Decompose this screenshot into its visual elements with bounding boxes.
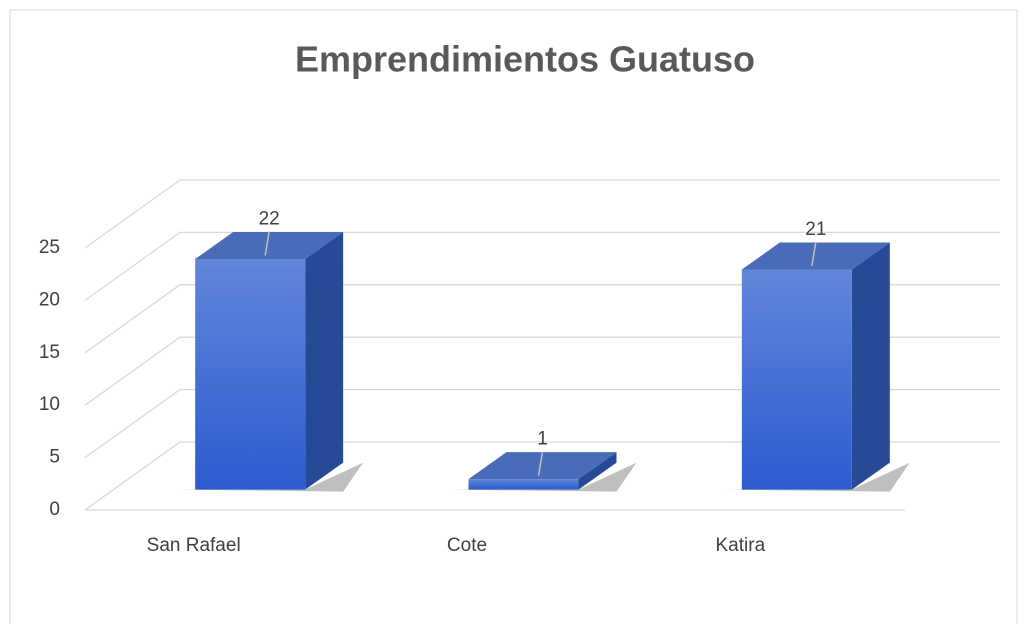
leader-line	[264, 231, 270, 256]
y-tick-label: 5	[49, 447, 60, 468]
y-tick-label: 0	[49, 499, 60, 520]
y-tick-label: 20	[39, 289, 60, 310]
x-tick-label: Katira	[716, 535, 766, 556]
bar-shadow	[448, 462, 637, 492]
bar-side	[305, 232, 344, 490]
bar-side	[578, 452, 617, 490]
grid-line	[84, 388, 1000, 459]
x-tick-label: San Rafael	[147, 535, 241, 556]
leader-line	[811, 241, 817, 267]
y-tick-label: 15	[39, 342, 60, 363]
grid-line	[84, 336, 1000, 406]
bar-shadow	[175, 462, 364, 492]
bar	[721, 242, 910, 492]
grid-line	[84, 284, 1000, 354]
chart-border	[9, 9, 1018, 624]
bar-top	[741, 242, 890, 270]
data-label: 1	[537, 429, 548, 450]
bar-front	[195, 259, 306, 490]
data-label: 21	[805, 219, 826, 240]
bar-front	[741, 269, 852, 490]
bar	[448, 452, 637, 492]
x-tick-label: Cote	[447, 535, 487, 556]
bar-front	[468, 479, 579, 490]
bar-side	[851, 242, 890, 490]
leader-line	[537, 451, 544, 476]
bar-top	[195, 232, 344, 260]
grid-line	[84, 231, 1000, 301]
y-tick-label: 10	[39, 394, 60, 415]
bar-shadow	[721, 462, 910, 492]
bar-top	[468, 452, 617, 480]
y-tick-label: 25	[39, 237, 60, 258]
grid-line	[84, 441, 1000, 511]
data-label: 22	[259, 209, 280, 230]
bar	[175, 232, 364, 492]
chart-title: Emprendimientos Guatuso	[295, 39, 755, 80]
grid-line	[84, 179, 1000, 249]
